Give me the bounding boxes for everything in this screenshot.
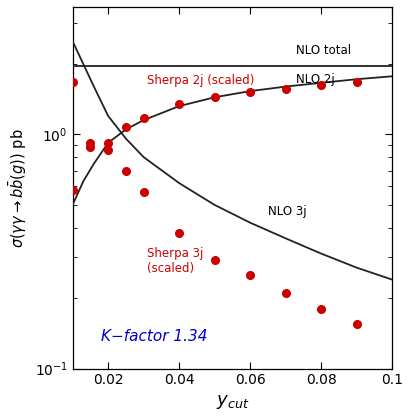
- X-axis label: $y_{cut}$: $y_{cut}$: [215, 393, 248, 411]
- Y-axis label: $\sigma(\gamma\gamma \rightarrow b\bar{b}(g))$ pb: $\sigma(\gamma\gamma \rightarrow b\bar{b…: [7, 128, 29, 247]
- Text: K−factor 1.34: K−factor 1.34: [101, 329, 207, 344]
- Text: NLO total: NLO total: [295, 43, 351, 56]
- Text: Sherpa 3j
(scaled): Sherpa 3j (scaled): [147, 247, 203, 275]
- Text: NLO 3j: NLO 3j: [267, 205, 306, 218]
- Text: Sherpa 2j (scaled): Sherpa 2j (scaled): [147, 74, 254, 87]
- Text: NLO 2j: NLO 2j: [295, 74, 334, 87]
